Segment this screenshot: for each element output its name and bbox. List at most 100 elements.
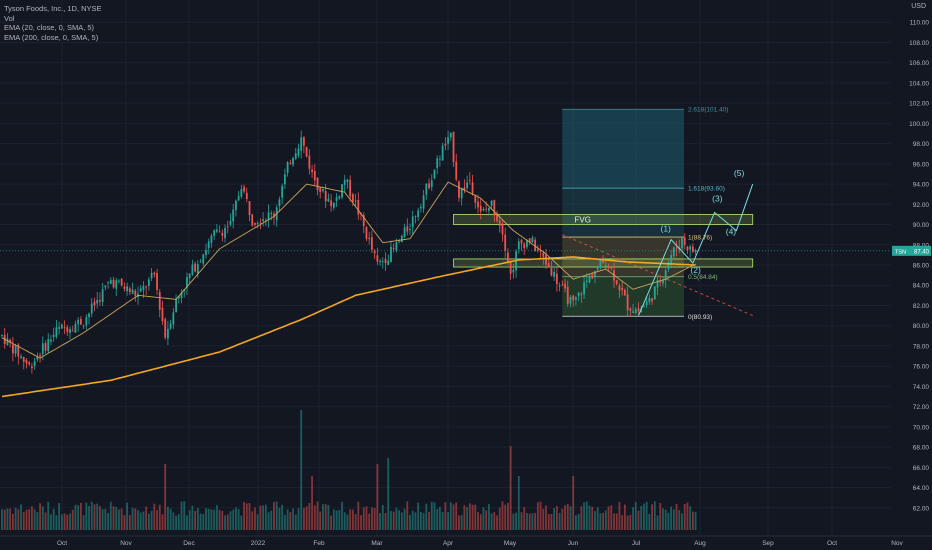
- candle-body[interactable]: [341, 184, 343, 198]
- candle-body[interactable]: [531, 237, 534, 243]
- ema20-line[interactable]: [1, 181, 696, 359]
- candle-body[interactable]: [9, 339, 12, 343]
- candle-body[interactable]: [422, 195, 425, 209]
- candle-body[interactable]: [205, 250, 207, 255]
- candle-body[interactable]: [607, 267, 610, 269]
- candle-body[interactable]: [31, 366, 33, 369]
- candle-body[interactable]: [145, 286, 148, 288]
- candle-body[interactable]: [471, 182, 474, 194]
- candle-body[interactable]: [398, 240, 401, 242]
- candle-body[interactable]: [177, 295, 180, 299]
- candle-body[interactable]: [439, 158, 441, 160]
- candle-body[interactable]: [294, 153, 297, 159]
- candle-body[interactable]: [66, 327, 69, 333]
- candle-body[interactable]: [575, 297, 577, 300]
- candle-body[interactable]: [441, 145, 444, 161]
- candle-body[interactable]: [466, 182, 469, 189]
- candle-body[interactable]: [194, 263, 197, 272]
- candle-body[interactable]: [536, 249, 539, 251]
- candle-body[interactable]: [591, 274, 594, 279]
- candle-body[interactable]: [55, 327, 58, 337]
- candle-body[interactable]: [651, 298, 653, 302]
- candle-body[interactable]: [583, 282, 585, 295]
- candle-body[interactable]: [270, 212, 273, 215]
- candle-body[interactable]: [683, 237, 686, 245]
- candle-body[interactable]: [572, 295, 575, 301]
- candle-body[interactable]: [319, 187, 322, 192]
- candle-body[interactable]: [343, 180, 346, 185]
- candle-body[interactable]: [289, 162, 292, 164]
- candle-body[interactable]: [322, 189, 324, 192]
- candle-body[interactable]: [523, 243, 526, 249]
- candle-body[interactable]: [85, 317, 88, 326]
- candle-body[interactable]: [585, 280, 588, 282]
- candle-body[interactable]: [28, 362, 31, 365]
- candle-body[interactable]: [213, 230, 216, 236]
- candle-body[interactable]: [303, 137, 305, 146]
- candle-body[interactable]: [88, 313, 90, 318]
- candle-body[interactable]: [507, 252, 509, 264]
- candle-body[interactable]: [686, 246, 689, 251]
- candle-body[interactable]: [44, 342, 47, 351]
- candle-body[interactable]: [338, 196, 341, 199]
- candle-body[interactable]: [25, 359, 28, 364]
- candle-body[interactable]: [243, 186, 245, 192]
- candle-body[interactable]: [349, 180, 352, 197]
- candle-body[interactable]: [109, 279, 112, 284]
- candle-body[interactable]: [477, 201, 479, 208]
- candle-body[interactable]: [637, 308, 640, 312]
- candle-body[interactable]: [172, 312, 175, 325]
- candle-body[interactable]: [403, 227, 406, 237]
- candle-body[interactable]: [118, 280, 120, 282]
- candle-body[interactable]: [332, 202, 335, 208]
- candle-body[interactable]: [39, 354, 41, 357]
- candle-body[interactable]: [254, 222, 256, 225]
- candle-body[interactable]: [215, 229, 218, 232]
- candle-body[interactable]: [444, 143, 447, 146]
- candle-body[interactable]: [297, 148, 300, 156]
- ema20-legend[interactable]: EMA (20, close, 0, SMA, 5): [4, 23, 95, 32]
- candle-body[interactable]: [169, 323, 172, 329]
- candle-body[interactable]: [493, 200, 496, 216]
- candle-body[interactable]: [691, 246, 694, 252]
- candle-body[interactable]: [22, 357, 25, 362]
- candle-body[interactable]: [387, 260, 390, 265]
- candle-body[interactable]: [327, 198, 330, 202]
- candle-body[interactable]: [316, 177, 319, 191]
- candle-body[interactable]: [52, 334, 55, 338]
- candle-body[interactable]: [449, 132, 452, 138]
- candle-body[interactable]: [596, 266, 599, 270]
- candle-body[interactable]: [17, 344, 20, 357]
- candle-body[interactable]: [498, 220, 501, 227]
- candle-body[interactable]: [134, 290, 137, 296]
- candle-body[interactable]: [71, 330, 74, 332]
- candle-body[interactable]: [490, 200, 493, 206]
- candle-body[interactable]: [436, 158, 439, 168]
- candle-body[interactable]: [93, 301, 96, 306]
- candle-body[interactable]: [634, 309, 637, 314]
- candle-body[interactable]: [479, 205, 482, 212]
- candle-body[interactable]: [409, 229, 411, 230]
- candle-body[interactable]: [286, 162, 289, 173]
- candle-body[interactable]: [292, 157, 294, 165]
- candle-body[interactable]: [262, 219, 265, 222]
- candle-body[interactable]: [555, 273, 558, 285]
- symbol-title[interactable]: Tyson Foods, Inc., 1D, NYSE: [4, 4, 102, 13]
- candle-body[interactable]: [131, 289, 134, 294]
- candle-body[interactable]: [569, 296, 572, 304]
- candle-body[interactable]: [474, 195, 477, 203]
- candle-body[interactable]: [240, 189, 243, 197]
- candle-body[interactable]: [599, 259, 602, 268]
- volume-legend[interactable]: Vol: [4, 13, 15, 23]
- candle-body[interactable]: [229, 220, 232, 225]
- candle-body[interactable]: [384, 258, 387, 264]
- candle-body[interactable]: [235, 200, 237, 211]
- candle-body[interactable]: [115, 280, 118, 289]
- candle-body[interactable]: [6, 338, 9, 346]
- candle-body[interactable]: [186, 277, 188, 288]
- candle-body[interactable]: [509, 261, 512, 274]
- candle-body[interactable]: [120, 278, 123, 286]
- candle-body[interactable]: [626, 294, 629, 311]
- candle-body[interactable]: [534, 239, 537, 252]
- candle-body[interactable]: [221, 232, 224, 236]
